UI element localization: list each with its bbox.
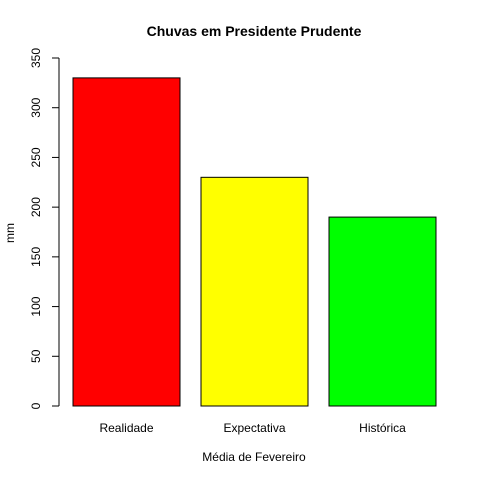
chart-title: Chuvas em Presidente Prudente [147, 23, 362, 39]
category-label: Expectativa [223, 421, 285, 435]
category-label: Realidade [99, 421, 153, 435]
x-axis-label: Média de Fevereiro [202, 450, 306, 464]
bars-group [72, 77, 437, 407]
y-tick-label: 100 [29, 296, 43, 316]
y-tick-label: 50 [29, 349, 43, 363]
bar-expectativa [200, 176, 309, 407]
y-tick-label: 150 [29, 247, 43, 267]
y-axis-label: mm [3, 223, 17, 243]
y-tick-label: 200 [29, 197, 43, 217]
bar-historica [328, 216, 437, 407]
y-axis: 0 50 100 150 200 250 300 350 [29, 48, 60, 409]
y-tick-label: 300 [29, 97, 43, 117]
y-tick-label: 0 [29, 402, 43, 409]
bar-realidade [72, 77, 181, 407]
y-tick-label: 250 [29, 147, 43, 167]
category-labels: Realidade Expectativa Histórica [99, 421, 406, 435]
y-tick-label: 350 [29, 48, 43, 68]
category-label: Histórica [359, 421, 406, 435]
